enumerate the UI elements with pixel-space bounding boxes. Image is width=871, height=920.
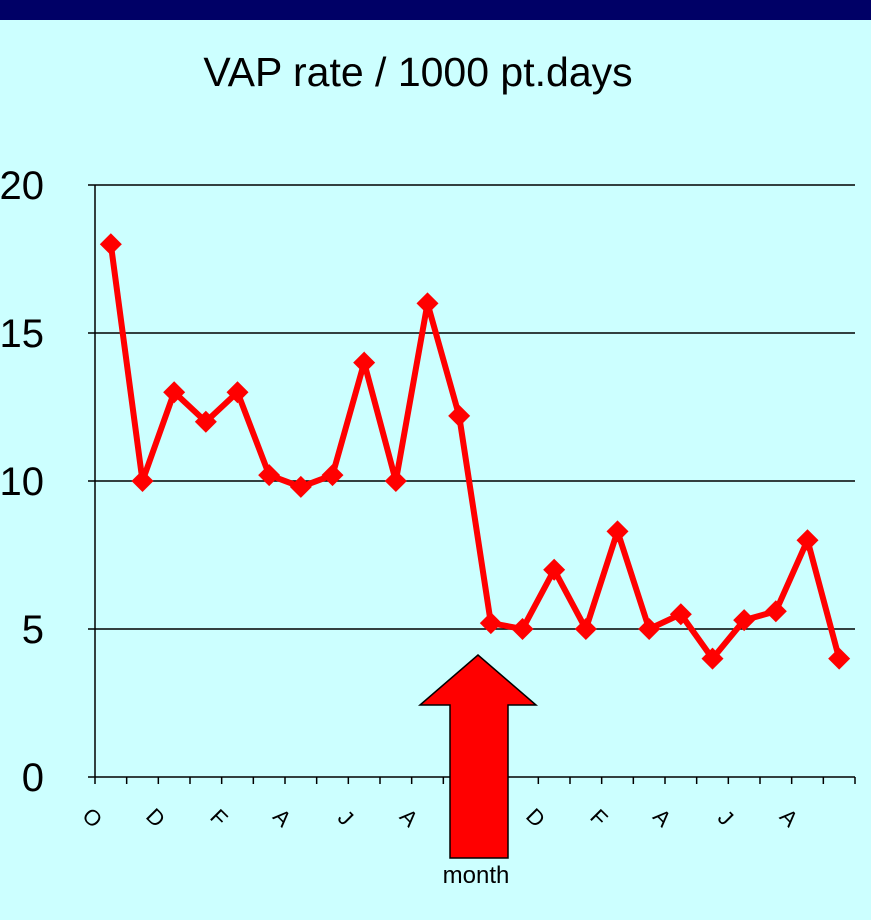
data-point	[701, 647, 724, 670]
data-point	[226, 381, 249, 404]
data-point	[574, 618, 597, 640]
data-point	[764, 600, 787, 623]
data-point	[353, 351, 376, 374]
data-point	[511, 618, 534, 640]
data-point	[638, 618, 661, 640]
data-point	[289, 475, 312, 498]
top-bar	[0, 0, 871, 20]
data-point	[131, 470, 154, 492]
chart-title: VAP rate / 1000 pt.days	[203, 49, 632, 95]
data-point	[321, 464, 344, 487]
data-point	[543, 558, 566, 581]
data-point	[733, 609, 756, 632]
data-point	[163, 381, 186, 404]
data-point	[796, 529, 819, 552]
data-point	[99, 233, 122, 256]
arrow	[417, 654, 539, 859]
arrow-shape	[417, 654, 539, 859]
y-tick-label: 10	[0, 460, 44, 504]
data-point	[479, 612, 502, 635]
y-tick-label: 15	[0, 312, 44, 356]
data-point	[384, 470, 407, 492]
data-point	[828, 647, 851, 670]
y-tick-label: 0	[22, 756, 44, 800]
y-tick-label: 5	[22, 608, 44, 652]
data-point	[606, 520, 629, 543]
data-point	[669, 603, 692, 626]
data-point	[448, 404, 471, 427]
data-point	[194, 410, 217, 433]
data-point	[258, 464, 281, 487]
data-point	[416, 292, 439, 315]
x-axis-label: month	[443, 862, 510, 889]
y-tick-label: 20	[0, 164, 44, 208]
